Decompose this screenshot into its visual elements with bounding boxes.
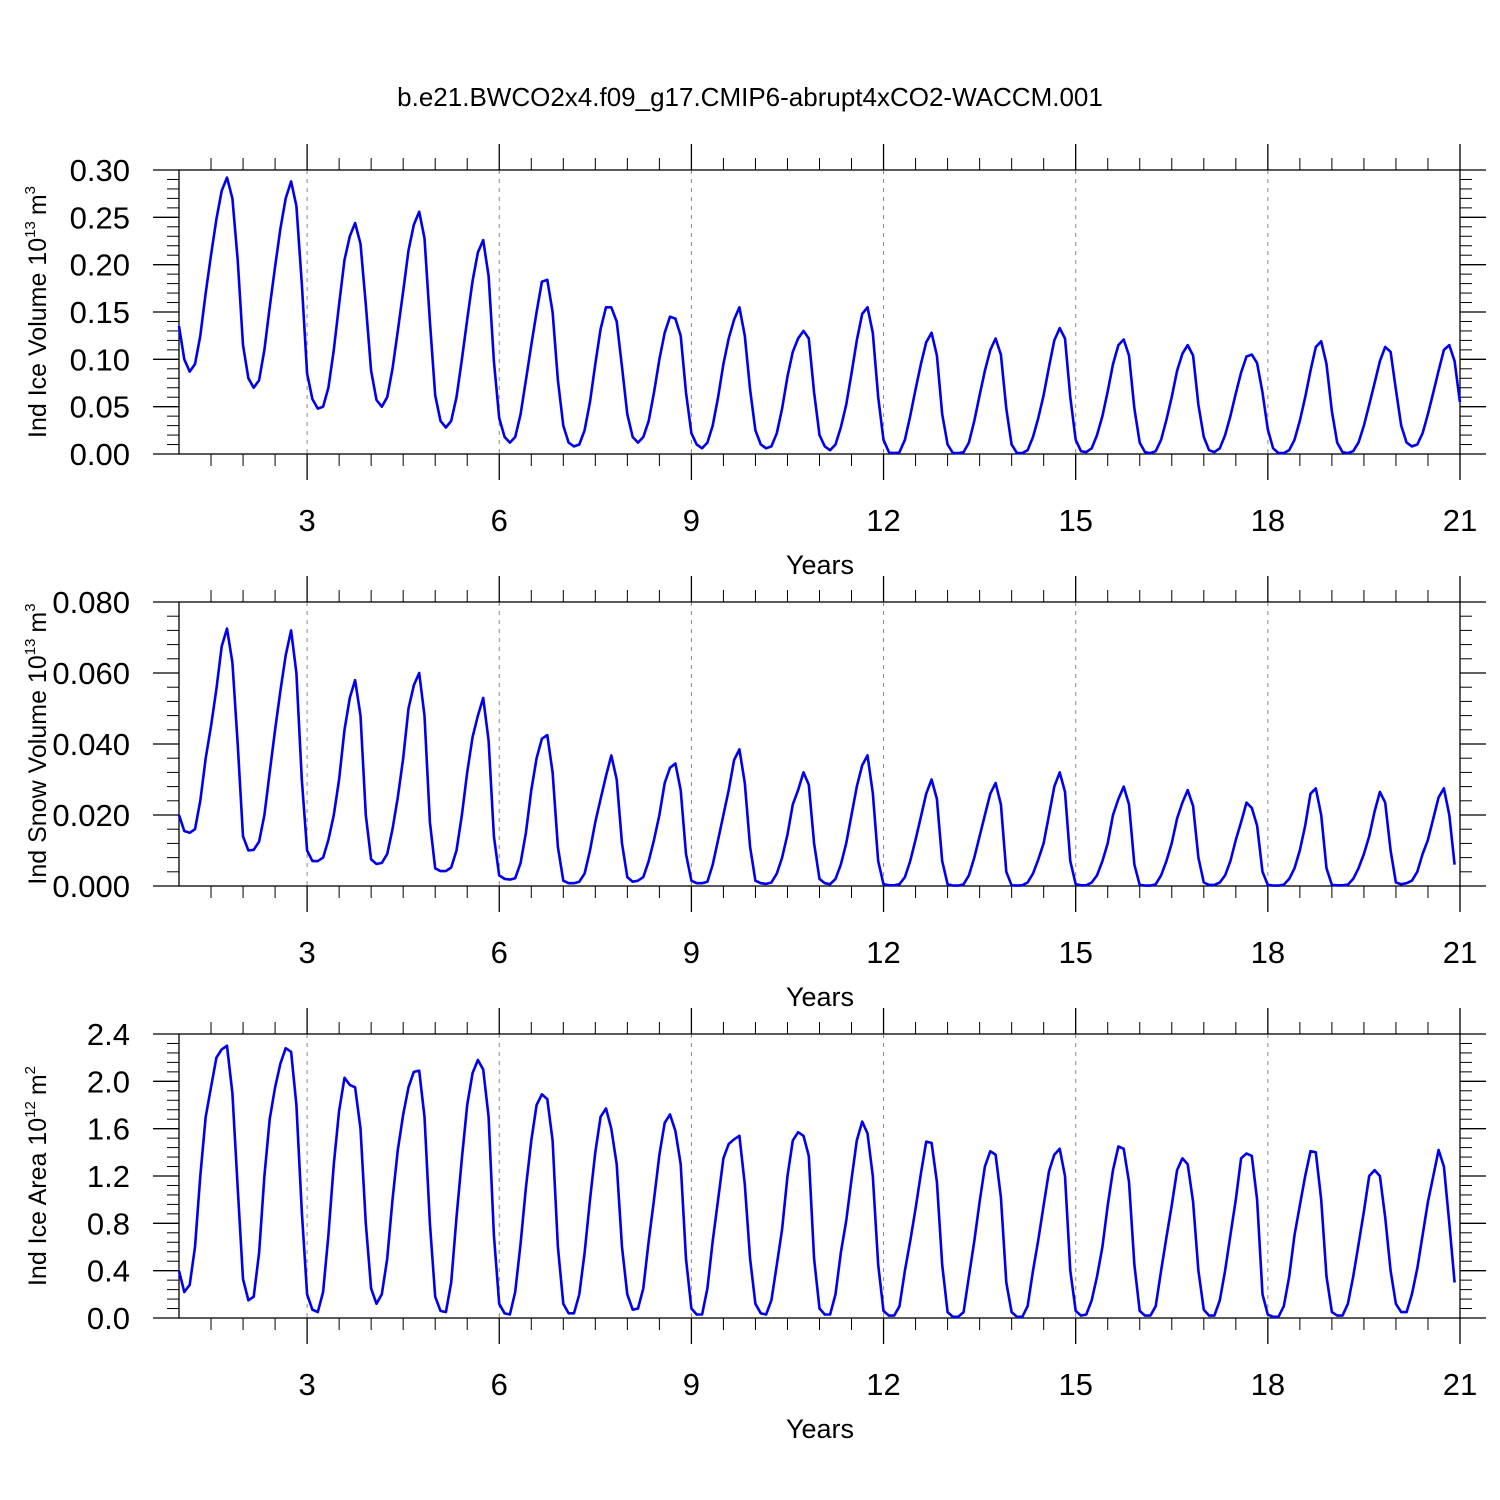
y-tick-labels: 0.000 0.020 0.040 0.060 0.080 <box>52 585 130 904</box>
figure-title: b.e21.BWCO2x4.f09_g17.CMIP6-abrupt4xCO2-… <box>397 82 1103 112</box>
x-tick-labels: 3 6 9 12 15 18 21 <box>298 935 1477 970</box>
major-ticks <box>153 1008 1486 1344</box>
minor-ticks <box>167 590 1472 898</box>
y-tick-label: 1.6 <box>87 1112 130 1147</box>
y-tick-label: 0.040 <box>52 727 130 762</box>
panel-snow-volume: 0.000 0.020 0.040 0.060 0.080 3 6 9 12 15 18 21 Ye… <box>22 576 1486 1012</box>
y-tick-label: 0.0 <box>87 1301 130 1336</box>
plot-frame <box>178 1033 1461 1319</box>
y-axis-label-text: Ind Snow Volume 10 <box>24 655 52 884</box>
x-tick-label: 21 <box>1443 935 1477 970</box>
major-ticks <box>153 576 1486 912</box>
x-gridlines <box>306 1034 1269 1318</box>
plot-frame <box>178 601 1461 887</box>
x-tick-label: 15 <box>1058 503 1092 538</box>
x-tick-label: 6 <box>491 935 508 970</box>
x-tick-label: 18 <box>1251 503 1285 538</box>
y-tick-label: 0.080 <box>52 585 130 620</box>
y-axis-label-unit-exponent: 3 <box>22 603 39 611</box>
major-ticks <box>153 144 1486 480</box>
y-tick-label: 0.15 <box>70 295 130 330</box>
x-tick-labels: 3 6 9 12 15 18 21 <box>298 503 1477 538</box>
x-tick-label: 15 <box>1058 935 1092 970</box>
x-tick-label: 9 <box>683 935 700 970</box>
y-axis-label: Ind Ice Area 1012 m2 <box>22 1066 52 1286</box>
x-tick-labels: 3 6 9 12 15 18 21 <box>298 1367 1477 1402</box>
x-tick-label: 12 <box>866 1367 900 1402</box>
y-tick-label: 0.000 <box>52 869 130 904</box>
y-tick-label: 0.25 <box>70 200 130 235</box>
x-tick-label: 3 <box>298 935 315 970</box>
x-tick-label: 15 <box>1058 1367 1092 1402</box>
x-tick-label: 12 <box>866 935 900 970</box>
x-tick-label: 9 <box>683 1367 700 1402</box>
x-tick-label: 6 <box>491 1367 508 1402</box>
y-axis-label-text: Ind Ice Area 10 <box>24 1118 52 1286</box>
y-tick-label: 2.0 <box>87 1064 130 1099</box>
panel-ice-volume: 0.00 0.05 0.10 0.15 0.20 0.25 0.30 3 6 9 12 15 18 21… <box>22 144 1486 580</box>
y-tick-labels: 0.00 0.05 0.10 0.15 0.20 0.25 0.30 <box>70 153 130 472</box>
y-axis-label-exponent: 13 <box>22 639 39 656</box>
y-axis-label-exponent: 13 <box>22 221 39 238</box>
x-axis-label: Years <box>786 1414 854 1444</box>
y-tick-label: 0.020 <box>52 798 130 833</box>
x-tick-label: 18 <box>1251 1367 1285 1402</box>
y-tick-label: 0.05 <box>70 390 130 425</box>
y-axis-label-exponent: 12 <box>22 1101 39 1118</box>
y-axis-label-unit: m <box>24 1074 52 1095</box>
y-axis-label-unit-exponent: 2 <box>22 1066 39 1074</box>
ice-volume-line <box>177 176 1462 455</box>
y-tick-label: 0.00 <box>70 437 130 472</box>
x-tick-label: 3 <box>298 1367 315 1402</box>
x-tick-label: 6 <box>491 503 508 538</box>
y-axis-label-text: Ind Ice Volume 10 <box>24 238 52 438</box>
x-tick-label: 12 <box>866 503 900 538</box>
x-gridlines <box>306 602 1269 886</box>
y-axis-label-unit-exponent: 3 <box>22 186 39 194</box>
x-tick-label: 21 <box>1443 503 1477 538</box>
y-tick-label: 0.4 <box>87 1254 130 1289</box>
y-tick-labels: 0.0 0.4 0.8 1.2 1.6 2.0 2.4 <box>87 1017 130 1336</box>
y-tick-label: 0.30 <box>70 153 130 188</box>
minor-ticks <box>167 1022 1472 1330</box>
plot-frame <box>178 169 1461 455</box>
panel-ice-area: 0.00.40.81.21.62.02.4 3 6 9 12 15 18 21 Years … <box>22 1008 1486 1444</box>
x-tick-label: 18 <box>1251 935 1285 970</box>
x-tick-label: 21 <box>1443 1367 1477 1402</box>
y-tick-label: 0.10 <box>70 342 130 377</box>
x-axis-label: Years <box>786 550 854 580</box>
y-tick-label: 0.20 <box>70 248 130 283</box>
y-axis-label: Ind Snow Volume 1013 m3 <box>22 603 52 884</box>
x-gridlines <box>306 170 1269 454</box>
y-tick-label: 2.4 <box>87 1017 130 1052</box>
x-tick-label: 3 <box>298 503 315 538</box>
minor-ticks <box>167 158 1472 466</box>
ice-area-line <box>177 1044 1456 1319</box>
y-axis-label: Ind Ice Volume 1013 m3 <box>22 186 52 438</box>
y-tick-label: 1.2 <box>87 1159 130 1194</box>
y-tick-label: 0.8 <box>87 1206 130 1241</box>
x-axis-label: Years <box>786 982 854 1012</box>
y-tick-label: 0.060 <box>52 656 130 691</box>
y-axis-label-unit: m <box>24 612 52 633</box>
y-axis-label-unit: m <box>24 194 52 215</box>
x-tick-label: 9 <box>683 503 700 538</box>
snow-volume-line <box>177 627 1456 887</box>
